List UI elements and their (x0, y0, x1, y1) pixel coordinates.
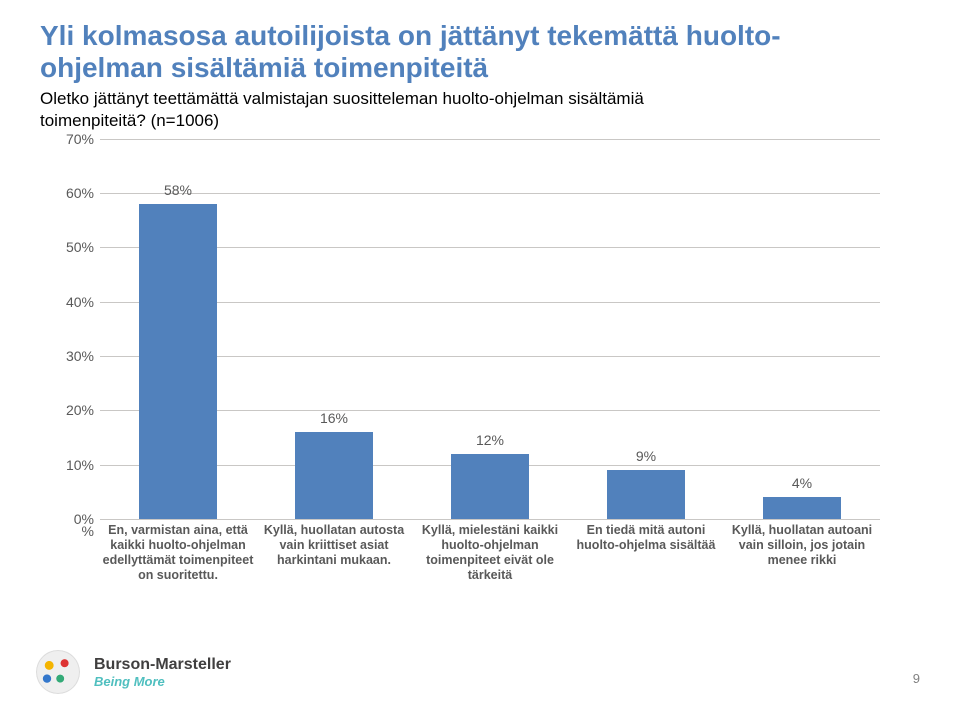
bar: 16% (295, 432, 373, 519)
footer-logo: Burson-Marsteller Being More (36, 650, 231, 694)
x-category-label: Kyllä, huollatan autoani vain silloin, j… (724, 523, 880, 583)
bar-chart: 0%10%20%30%40%50%60%70% 58%16%12%9%4% % … (50, 139, 880, 599)
bar-slot: 9% (568, 139, 724, 519)
y-tick-label: 40% (50, 294, 94, 310)
y-tick-label: 30% (50, 348, 94, 364)
x-axis-labels: En, varmistan aina, että kaikki huolto-o… (100, 523, 880, 583)
bar-value-label: 4% (792, 475, 812, 491)
bar-value-label: 12% (476, 432, 504, 448)
brand-name: Burson-Marsteller (94, 657, 231, 673)
title-line-2: ohjelman sisältämiä toimenpiteitä (40, 52, 488, 83)
x-category-label: Kyllä, huollatan autosta vain kriittiset… (256, 523, 412, 583)
y-tick-label: 70% (50, 131, 94, 147)
subtitle-line-1: Oletko jättänyt teettämättä valmistajan … (40, 89, 644, 108)
page-title: Yli kolmasosa autoilijoista on jättänyt … (40, 20, 920, 84)
brand-tagline: Being More (94, 675, 231, 688)
title-line-1: Yli kolmasosa autoilijoista on jättänyt … (40, 20, 781, 51)
y-tick-label: 10% (50, 457, 94, 473)
subtitle-line-2: toimenpiteitä? (n=1006) (40, 111, 219, 130)
x-category-label: Kyllä, mielestäni kaikki huolto-ohjelman… (412, 523, 568, 583)
bars-container: 58% 16% 12% 9% 4% (100, 139, 880, 519)
bar-slot: 4% (724, 139, 880, 519)
x-category-label: En, varmistan aina, että kaikki huolto-o… (100, 523, 256, 583)
globe-icon (36, 650, 80, 694)
chart-subtitle: Oletko jättänyt teettämättä valmistajan … (40, 88, 920, 131)
page-number: 9 (913, 671, 920, 686)
bar: 9% (607, 470, 685, 519)
x-category-label: En tiedä mitä autoni huolto-ohjelma sisä… (568, 523, 724, 583)
y-tick-label: 20% (50, 402, 94, 418)
bar-slot: 16% (256, 139, 412, 519)
y-tick-label: 60% (50, 185, 94, 201)
bar-slot: 12% (412, 139, 568, 519)
y-tick-label: 50% (50, 239, 94, 255)
logo-text: Burson-Marsteller Being More (94, 657, 231, 688)
gridline (100, 519, 880, 520)
bar: 4% (763, 497, 841, 519)
x-axis-unit-label: % (82, 523, 100, 539)
bar-slot: 58% (100, 139, 256, 519)
bar: 12% (451, 454, 529, 519)
bar-value-label: 9% (636, 448, 656, 464)
bar-value-label: 58% (164, 182, 192, 198)
slide: Yli kolmasosa autoilijoista on jättänyt … (0, 0, 960, 710)
bar-value-label: 16% (320, 410, 348, 426)
bar: 58% (139, 204, 217, 519)
plot-area: 58% 16% 12% 9% 4% (100, 139, 880, 519)
